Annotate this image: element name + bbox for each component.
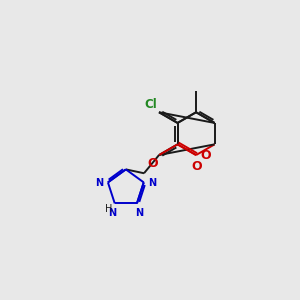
Text: Cl: Cl — [145, 98, 157, 111]
Text: N: N — [108, 208, 116, 218]
Text: O: O — [191, 160, 202, 173]
Text: N: N — [148, 178, 157, 188]
Text: N: N — [95, 178, 103, 188]
Text: N: N — [135, 208, 143, 218]
Text: H: H — [104, 204, 112, 214]
Text: O: O — [200, 148, 211, 162]
Text: O: O — [147, 157, 158, 169]
